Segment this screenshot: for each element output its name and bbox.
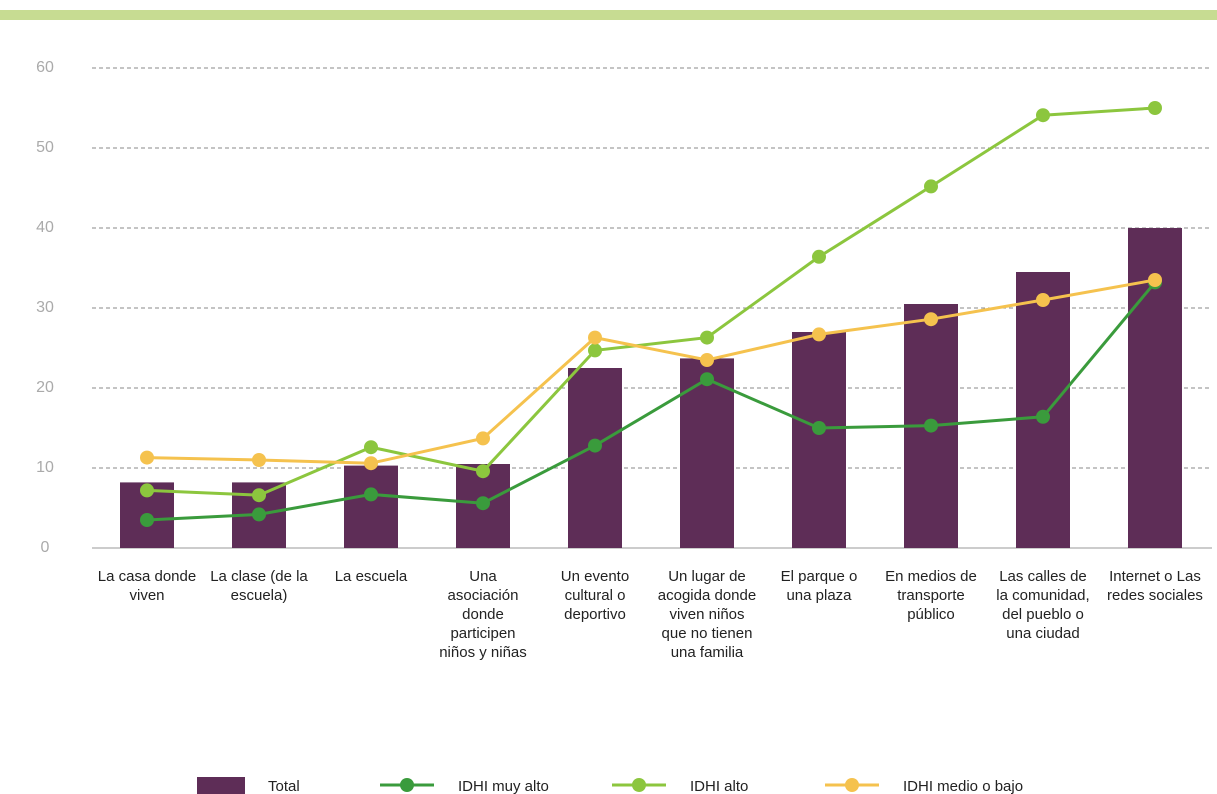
marker (588, 330, 602, 345)
y-tick-label: 40 (36, 219, 54, 236)
marker (140, 483, 154, 498)
marker (1148, 101, 1162, 115)
legend-swatch (400, 778, 414, 792)
marker (476, 431, 490, 446)
marker (252, 453, 266, 467)
x-tick-label: En medios de transporte público (885, 568, 977, 623)
bar (568, 368, 622, 548)
x-tick-label: La clase (de la escuela) (210, 568, 308, 604)
marker (588, 343, 602, 358)
line (146, 281, 1157, 522)
marker (364, 487, 378, 502)
bar (344, 465, 398, 548)
top-band (0, 10, 1217, 20)
x-tick-label: La escuela (334, 568, 408, 585)
marker (140, 513, 154, 527)
marker (252, 488, 266, 503)
x-tick-label: Un evento cultural o deportivo (560, 568, 630, 623)
y-tick-label: 30 (36, 299, 54, 316)
marker (140, 450, 154, 465)
marker (812, 327, 826, 342)
legend-label: Total (268, 778, 300, 794)
y-tick-label: 10 (36, 459, 54, 476)
marker (1036, 409, 1050, 424)
marker (1036, 108, 1050, 123)
x-tick-label: Internet o Las redes sociales (1107, 568, 1203, 604)
marker (476, 464, 490, 479)
line (146, 106, 1156, 497)
y-tick-label: 50 (36, 139, 54, 156)
marker (252, 507, 266, 522)
legend-label: IDHI muy alto (458, 778, 549, 794)
legend-swatch (632, 778, 646, 792)
x-tick-label: Una asociación donde participen niños y … (439, 568, 527, 661)
x-tick-label: El parque o una plaza (780, 568, 858, 604)
marker (812, 249, 826, 264)
marker (1148, 273, 1162, 287)
legend-label: IDHI medio o bajo (903, 778, 1023, 794)
marker (588, 438, 602, 453)
marker (476, 496, 490, 511)
bar (792, 332, 846, 548)
y-tick-label: 0 (41, 539, 50, 556)
legend-swatch (845, 778, 859, 792)
legend-label: IDHI alto (690, 778, 748, 794)
marker (812, 421, 826, 435)
marker (924, 418, 938, 433)
legend-swatch (197, 777, 245, 794)
y-tick-label: 60 (36, 59, 54, 76)
marker (924, 179, 938, 194)
y-tick-label: 20 (36, 379, 54, 396)
x-tick-label: Las calles de la comunidad, del pueblo o… (996, 568, 1090, 642)
marker (700, 330, 714, 345)
marker (364, 440, 378, 455)
x-tick-label: La casa donde viven (97, 568, 197, 604)
marker (364, 456, 378, 471)
marker (700, 353, 714, 367)
marker (700, 372, 714, 387)
marker (1036, 293, 1050, 307)
marker (924, 312, 938, 327)
line (146, 278, 1156, 465)
x-tick-label: Un lugar de acogida donde viven niños qu… (657, 568, 757, 661)
